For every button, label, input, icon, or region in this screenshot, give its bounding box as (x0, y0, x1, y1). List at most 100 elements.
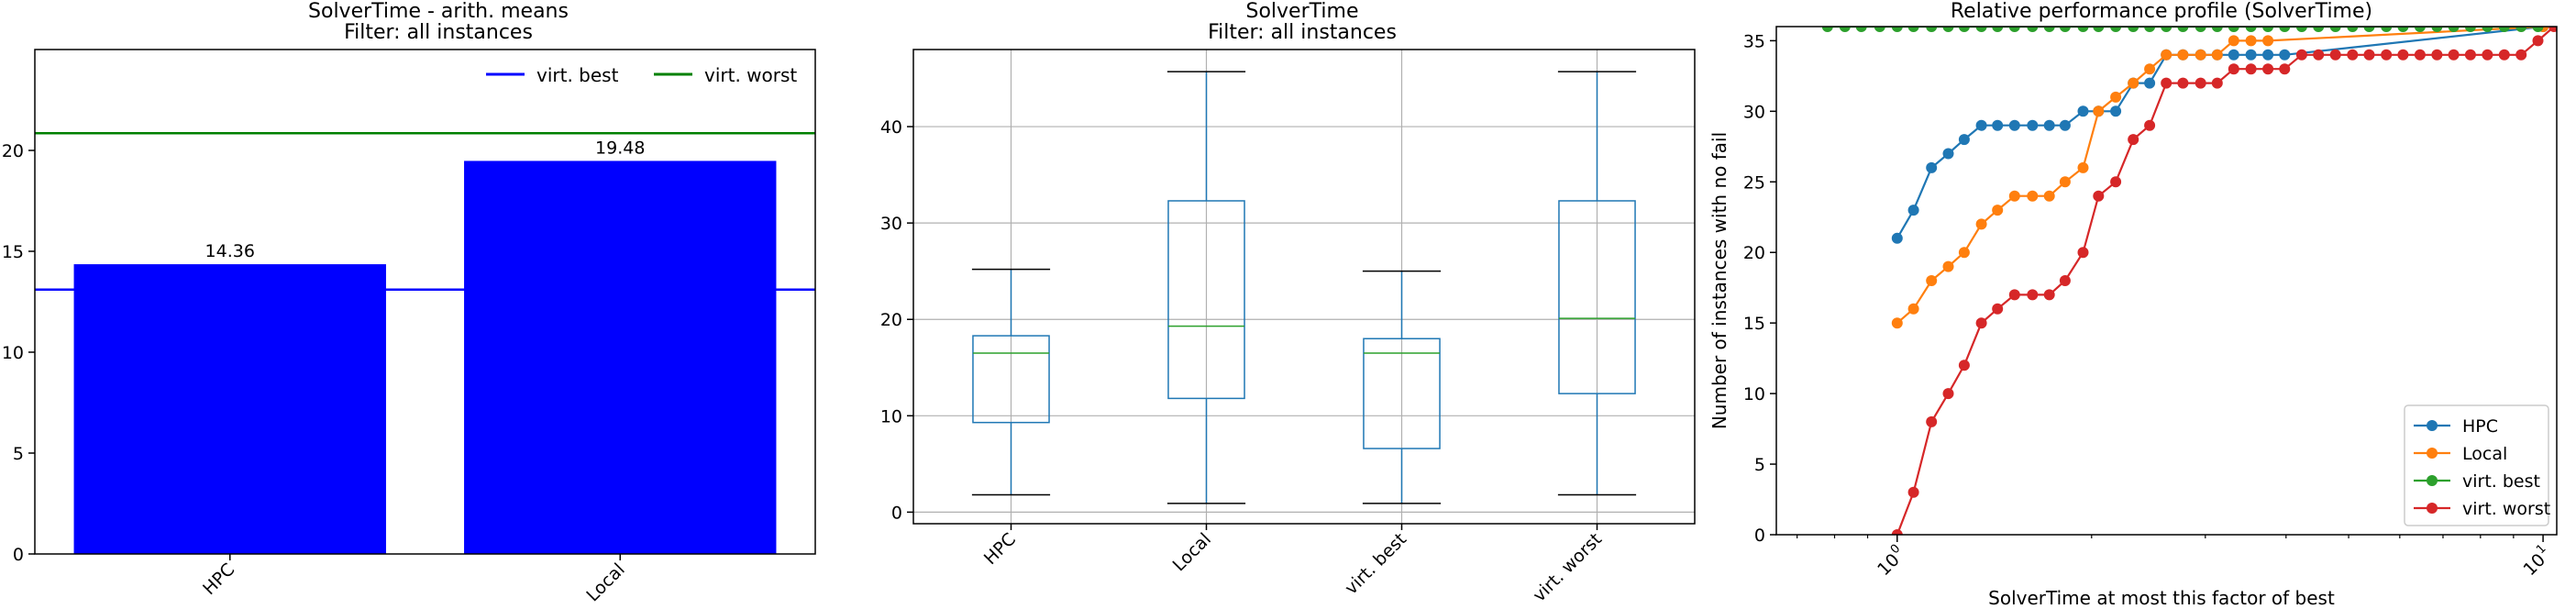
y-tick-label: 0 (891, 503, 902, 523)
legend-swatch-marker-local (2427, 448, 2438, 459)
box-plot-title: SolverTime (1246, 0, 1359, 23)
y-tick-label: 25 (1743, 172, 1765, 193)
data-point-virt-worst (1958, 360, 1970, 371)
data-point-virt-worst (1907, 486, 1919, 498)
data-point-virt-worst (2128, 134, 2139, 146)
profile-chart-plot-area: 0 5 10 15 20 25 30 35 100 101 (1743, 27, 2557, 580)
box-plot-plot-area: 0 10 20 30 40 HPC Local virt. best virt. worst (880, 50, 1695, 606)
box-virt-best (1363, 338, 1441, 449)
data-point-hpc (1975, 119, 1987, 131)
data-point-hpc (2077, 105, 2089, 117)
data-point-local (2245, 35, 2257, 47)
data-point-local (2110, 91, 2122, 103)
data-point-virt-worst (2329, 49, 2341, 61)
data-point-virt-best (1855, 27, 1867, 32)
data-point-virt-best (1975, 27, 1987, 32)
y-tick-label: 10 (1743, 384, 1765, 404)
data-point-virt-best (2313, 27, 2325, 32)
data-point-virt-worst (2532, 35, 2544, 47)
data-point-virt-best (1958, 27, 1970, 32)
data-point-local (2043, 190, 2055, 202)
x-tick-label-group: 100 (1874, 542, 1904, 580)
data-point-virt-best (2177, 27, 2189, 32)
data-point-local (2228, 35, 2239, 47)
data-point-local (2059, 176, 2071, 188)
data-point-local (1992, 205, 2004, 216)
data-point-virt-best (2329, 27, 2341, 32)
bar-chart-title: SolverTime - arith. means (308, 0, 569, 23)
data-point-virt-best (2228, 27, 2239, 32)
data-point-virt-worst (2144, 119, 2156, 131)
data-point-virt-best (2077, 27, 2089, 32)
data-point-local (2008, 190, 2020, 202)
data-point-local (2128, 77, 2139, 89)
data-point-virt-best (2448, 27, 2460, 32)
data-point-hpc (2059, 119, 2071, 131)
data-point-virt-best (2279, 27, 2291, 32)
series-line-virt-worst (1896, 27, 2555, 535)
data-point-virt-worst (2347, 49, 2359, 61)
profile-chart-ylabel: Number of instances with no fail (1708, 132, 1730, 429)
x-tick-label: HPC (199, 559, 238, 599)
data-point-local (2262, 35, 2274, 47)
x-tick-label: HPC (980, 529, 1020, 569)
data-point-virt-worst (2482, 49, 2493, 61)
data-point-local (2177, 49, 2189, 61)
data-point-virt-best (2128, 27, 2139, 32)
data-point-virt-best (1926, 27, 1938, 32)
profile-chart-xlabel: SolverTime at most this factor of best (1988, 587, 2335, 609)
bar-chart-panel: SolverTime - arith. means Filter: all in… (2, 0, 816, 605)
bar-value-label: 19.48 (595, 138, 645, 158)
data-point-virt-best (2464, 27, 2476, 32)
data-point-local (1907, 303, 1919, 315)
y-tick-label: 40 (880, 117, 902, 138)
series-line-local (1896, 27, 2544, 325)
data-point-virt-worst (2397, 49, 2409, 61)
profile-chart-frame (1775, 26, 2558, 536)
series-virt-best (1821, 27, 2544, 32)
data-point-virt-worst (2177, 77, 2189, 89)
legend-label-virt-worst: virt. worst (704, 64, 797, 86)
data-point-hpc (2027, 119, 2039, 131)
data-point-virt-best (2515, 27, 2527, 32)
data-point-virt-best (2498, 27, 2510, 32)
x-tick-label-group: 101 (2519, 542, 2549, 580)
y-tick-label: 0 (13, 545, 24, 565)
y-tick-label: 20 (2, 141, 24, 161)
data-point-virt-best (2161, 27, 2172, 32)
profile-chart-title: Relative performance profile (SolverTime… (1951, 0, 2372, 23)
data-point-virt-worst (2077, 247, 2089, 259)
data-point-local (1891, 317, 1903, 329)
data-point-virt-best (1839, 27, 1851, 32)
data-point-virt-best (2245, 27, 2257, 32)
data-point-virt-worst (2414, 49, 2426, 61)
data-point-virt-worst (2381, 49, 2393, 61)
legend-label-virt-best: virt. best (536, 64, 619, 86)
data-point-local (2144, 63, 2156, 75)
legend-label-virt-worst: virt. worst (2462, 499, 2550, 519)
data-point-hpc (1926, 161, 1938, 173)
data-point-virt-worst (2464, 49, 2476, 61)
data-point-hpc (2228, 49, 2239, 61)
bar-value-label: 14.36 (205, 241, 255, 261)
data-point-local (2195, 49, 2206, 61)
data-point-virt-worst (2498, 49, 2510, 61)
bar-chart-plot-area: 0 5 10 15 20 14.36 HPC 19.48 Local (2, 132, 815, 605)
data-point-virt-worst (2043, 289, 2055, 301)
data-point-hpc (2144, 77, 2156, 89)
data-point-virt-worst (1992, 303, 2004, 315)
bar-local (464, 161, 777, 554)
profile-chart-legend: HPC Local virt. best virt. worst (2404, 404, 2550, 526)
legend-box (2404, 404, 2549, 526)
data-point-virt-best (2431, 27, 2443, 32)
data-point-local (1958, 247, 1970, 259)
box-plot-subtitle: Filter: all instances (1208, 21, 1397, 44)
profile-chart-panel: Relative performance profile (SolverTime… (1708, 0, 2558, 609)
data-point-virt-worst (1926, 415, 1938, 427)
data-point-virt-worst (2262, 63, 2274, 75)
data-point-local (2093, 105, 2105, 117)
data-point-virt-worst (2363, 49, 2375, 61)
data-point-local (1975, 218, 1987, 230)
y-tick-label: 10 (2, 343, 24, 363)
data-point-virt-best (2482, 27, 2493, 32)
